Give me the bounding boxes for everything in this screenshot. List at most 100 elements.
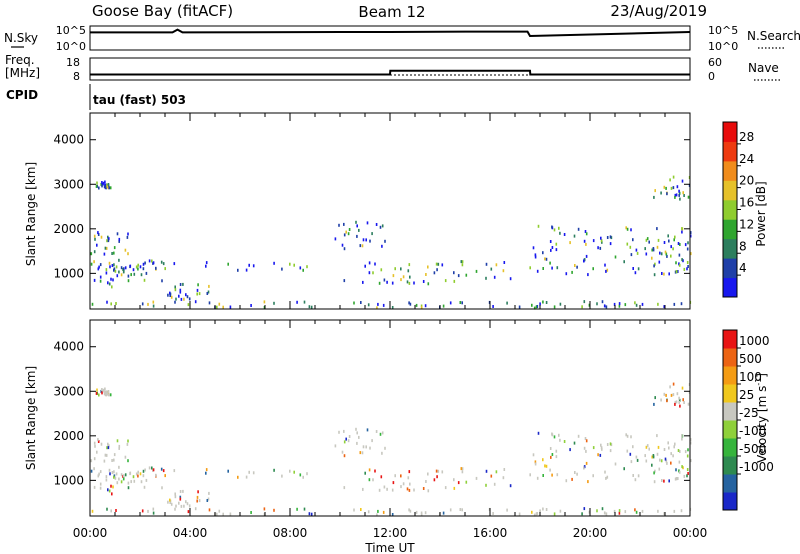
colorbar-tick-label: 12	[739, 217, 754, 231]
velocity-cell	[533, 513, 536, 517]
velocity-cell	[573, 441, 576, 445]
power-cell	[296, 300, 298, 304]
velocity-cell	[164, 474, 166, 478]
power-cell	[141, 302, 144, 306]
velocity-cell	[407, 476, 410, 480]
velocity-cell	[427, 489, 430, 493]
power-cell	[681, 227, 683, 231]
power-cell	[558, 226, 560, 230]
power-cell	[109, 186, 112, 190]
power-frame	[89, 112, 691, 310]
power-cell	[281, 267, 283, 271]
velocity-cell	[93, 467, 95, 471]
power-cell	[378, 281, 381, 285]
velocity-cell	[646, 444, 649, 448]
power-cell	[531, 303, 533, 307]
velocity-cell	[127, 486, 130, 490]
velocity-cell	[198, 499, 201, 503]
power-cell	[120, 266, 123, 270]
velocity-cell	[613, 509, 616, 513]
power-cell	[534, 253, 537, 257]
velocity-cell	[663, 392, 666, 396]
colorbar-tick-label: 100	[739, 370, 762, 384]
power-cell	[670, 186, 673, 190]
velocity-cell	[106, 446, 108, 450]
power-cell	[408, 263, 411, 267]
velocity-cell	[449, 508, 452, 512]
velocity-cell	[111, 471, 114, 474]
power-colorbar-label: Power [dB]	[754, 181, 768, 246]
power-cell	[641, 302, 644, 306]
velocity-cell	[609, 449, 612, 453]
colorbar-swatch	[723, 474, 737, 493]
power-cell	[689, 231, 692, 235]
velocity-cell	[585, 449, 587, 453]
velocity-cell	[205, 468, 208, 472]
power-cell	[95, 184, 98, 188]
velocity-cell	[124, 455, 127, 459]
velocity-cell	[107, 390, 110, 393]
xtick-label: 12:00	[373, 526, 408, 540]
power-cell	[648, 240, 650, 244]
velocity-cell	[106, 390, 108, 394]
power-cell	[382, 303, 385, 307]
power-cell	[137, 267, 139, 271]
velocity-cell	[475, 476, 478, 480]
power-cell	[99, 263, 102, 267]
velocity-cell	[529, 473, 531, 477]
power-cell	[614, 255, 617, 259]
power-cell	[160, 260, 163, 264]
power-cell	[678, 262, 680, 266]
velocity-cell	[601, 447, 603, 451]
power-cell	[289, 262, 291, 266]
velocity-cell	[606, 475, 609, 479]
velocity-cell	[661, 479, 663, 482]
power-cell	[485, 262, 488, 266]
power-cell	[630, 228, 632, 232]
power-cell	[129, 264, 132, 268]
colorbar-tick-label: 28	[739, 130, 754, 144]
power-cell	[677, 242, 680, 245]
power-cell	[475, 269, 478, 273]
velocity-cell	[581, 512, 583, 516]
velocity-cell	[630, 435, 632, 439]
power-cell	[356, 224, 358, 228]
velocity-cell	[583, 465, 586, 469]
velocity-cell	[681, 434, 683, 438]
freq-right-tick-top: 60	[708, 56, 722, 69]
cpid-panel: CPID tau (fast) 503	[6, 84, 186, 110]
velocity-cell	[182, 489, 184, 493]
power-cell	[205, 264, 207, 268]
power-cell	[544, 257, 546, 261]
power-cell	[601, 240, 603, 244]
power-cell	[653, 273, 656, 277]
power-cell	[169, 291, 171, 295]
velocity-cell	[372, 478, 374, 482]
power-cell	[375, 223, 378, 226]
power-cell	[135, 265, 138, 269]
power-cell	[679, 243, 681, 246]
power-cell	[442, 304, 445, 308]
power-cell	[106, 183, 108, 187]
velocity-cell	[604, 470, 606, 474]
velocity-cell	[127, 459, 129, 463]
velocity-cell	[310, 512, 313, 516]
velocity-cell	[677, 477, 679, 480]
velocity-cell	[296, 507, 298, 511]
power-cell	[381, 224, 384, 228]
power-cell	[408, 301, 410, 305]
power-cell	[675, 261, 677, 265]
velocity-cell	[379, 432, 382, 436]
frequency-trace	[90, 69, 690, 76]
power-cell	[674, 193, 677, 197]
velocity-cell	[100, 442, 103, 446]
velocity-cell	[263, 507, 266, 511]
velocity-cell	[289, 469, 291, 473]
power-cell	[583, 258, 586, 262]
velocity-cell	[148, 466, 151, 470]
velocity-cell	[550, 455, 552, 459]
velocity-cell	[343, 486, 346, 490]
velocity-cell	[626, 434, 629, 438]
power-cell	[302, 268, 304, 272]
velocity-cell	[673, 509, 676, 513]
